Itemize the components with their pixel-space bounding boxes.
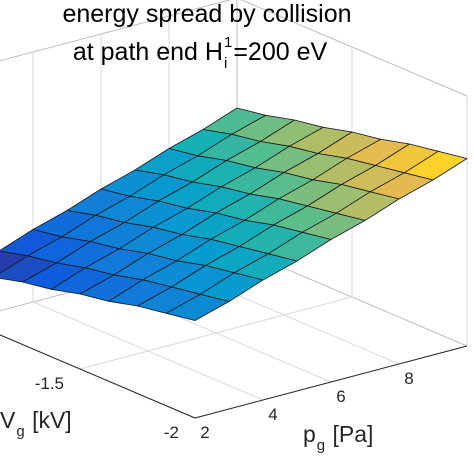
y-axis-label-sub: g bbox=[16, 423, 24, 440]
y-tick-label: -1.5 bbox=[35, 374, 64, 393]
chart-title-sub: i bbox=[224, 55, 227, 72]
chart-title-rest: =200 eV bbox=[233, 38, 327, 66]
labels: 2 4 6 8 -2 -1.5 energy spread by collision at p… bbox=[0, 0, 414, 454]
y-axis-label-rest: [kV] bbox=[26, 407, 72, 433]
x-tick-label: 2 bbox=[200, 423, 209, 442]
surface bbox=[0, 107, 468, 321]
grid-line bbox=[79, 47, 353, 370]
y-axis-line bbox=[0, 334, 196, 419]
chart-title: energy spread by collision bbox=[62, 0, 351, 28]
chart-title-text: at path end H bbox=[73, 38, 223, 66]
y-axis-label-text: V bbox=[0, 407, 16, 433]
x-axis-label-sub: g bbox=[317, 437, 325, 454]
chart-title-sup: 1 bbox=[224, 34, 232, 51]
y-tick-label: -2 bbox=[164, 423, 179, 442]
x-axis-label-text: p bbox=[303, 421, 316, 447]
x-tick-label: 6 bbox=[336, 387, 345, 406]
x-tick-label: 4 bbox=[268, 405, 277, 424]
x-tick-label: 8 bbox=[404, 369, 413, 388]
surface-patch bbox=[165, 293, 230, 321]
grid-line bbox=[32, 52, 264, 401]
x-axis-label-rest: [Pa] bbox=[326, 421, 373, 447]
x-axis-line bbox=[194, 345, 468, 419]
